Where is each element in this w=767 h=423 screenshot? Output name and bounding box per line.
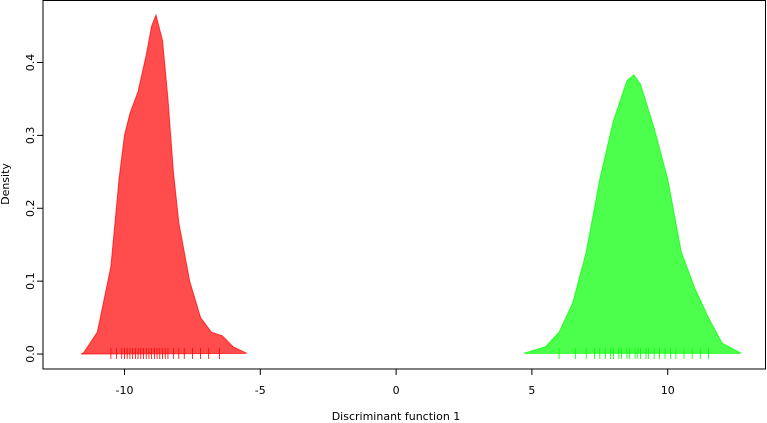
plot-frame xyxy=(42,0,766,370)
density-area xyxy=(523,74,742,354)
x-tick-label: -10 xyxy=(116,384,134,397)
y-axis-label: Density xyxy=(0,163,12,205)
density-area xyxy=(80,13,247,355)
y-tick-label: 0.4 xyxy=(24,54,37,72)
x-tick-label: 5 xyxy=(528,384,535,397)
y-tick-label: 0.1 xyxy=(24,272,37,290)
y-tick-label: 0.0 xyxy=(24,345,37,363)
y-tick-label: 0.3 xyxy=(24,127,37,145)
x-tick-label: 10 xyxy=(661,384,675,397)
y-tick-label: 0.2 xyxy=(24,200,37,218)
x-tick-label: -5 xyxy=(255,384,266,397)
x-axis-label: Discriminant function 1 xyxy=(332,410,461,423)
x-tick-label: 0 xyxy=(393,384,400,397)
